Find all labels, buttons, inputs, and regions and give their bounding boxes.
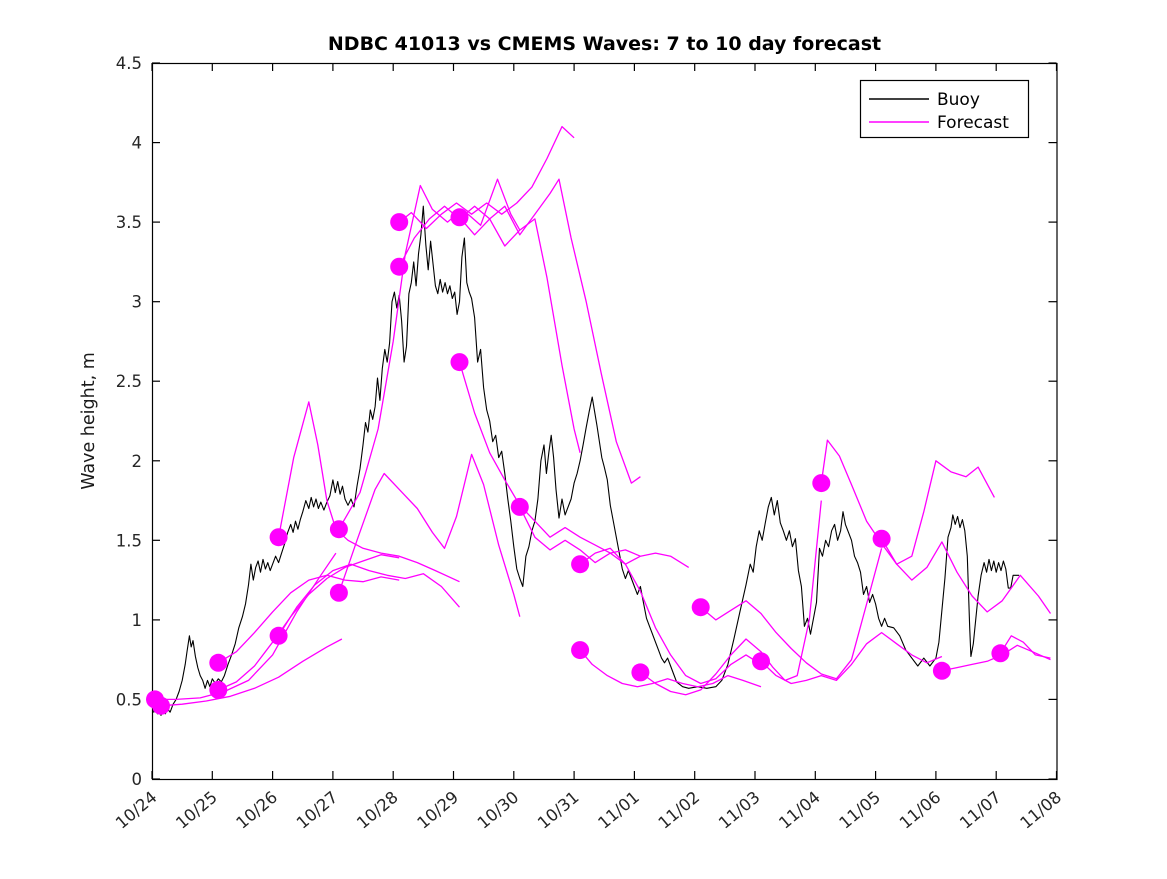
forecast-start-marker bbox=[450, 208, 469, 227]
forecast-segment bbox=[579, 547, 762, 685]
x-tick-label: 11/05 bbox=[836, 788, 885, 833]
forecast-start-marker bbox=[269, 528, 288, 547]
forecast-segment bbox=[398, 125, 575, 230]
forecast-start-marker bbox=[510, 497, 529, 516]
legend-box bbox=[859, 79, 1030, 139]
forecast-segment bbox=[277, 401, 460, 583]
forecast-segment bbox=[338, 453, 521, 617]
forecast-segment bbox=[579, 649, 762, 688]
forecast-start-marker bbox=[812, 474, 831, 493]
forecast-segment bbox=[640, 500, 822, 696]
x-tick-label: 11/01 bbox=[594, 788, 643, 833]
forecast-segment bbox=[398, 205, 581, 453]
x-tick-label: 11/08 bbox=[1016, 788, 1065, 833]
x-tick-label: 11/02 bbox=[655, 788, 704, 833]
x-tick-label: 10/28 bbox=[353, 788, 402, 833]
forecast-start-marker bbox=[752, 652, 770, 671]
forecast-segment bbox=[519, 506, 690, 568]
forecast-start-marker bbox=[571, 641, 590, 660]
forecast-segment bbox=[338, 178, 521, 530]
x-tick-label: 11/07 bbox=[956, 788, 1005, 833]
x-tick-label: 10/30 bbox=[474, 788, 523, 833]
legend-label-buoy: Buoy bbox=[937, 90, 980, 110]
forecast-start-marker bbox=[209, 680, 228, 699]
forecast-segment bbox=[881, 538, 1052, 614]
forecast-segment bbox=[217, 574, 400, 664]
forecast-segment bbox=[459, 178, 641, 484]
x-tick-label: 10/29 bbox=[413, 788, 462, 833]
forecast-start-marker bbox=[691, 598, 710, 617]
legend: Buoy Forecast bbox=[859, 79, 1030, 139]
forecast-start-marker bbox=[329, 583, 348, 602]
y-tick-label: 4 bbox=[132, 134, 143, 153]
y-tick-label: 2 bbox=[132, 452, 143, 471]
forecast-start-marker bbox=[631, 663, 650, 682]
forecast-start-marker bbox=[152, 696, 170, 715]
x-tick-label: 10/26 bbox=[233, 788, 282, 833]
forecast-start-marker bbox=[209, 653, 228, 672]
y-tick-label: 0.5 bbox=[116, 690, 142, 709]
forecast-segment bbox=[760, 631, 943, 685]
x-tick-label: 10/31 bbox=[534, 788, 583, 833]
forecast-start-marker bbox=[329, 520, 348, 539]
x-tick-label: 10/24 bbox=[112, 788, 161, 833]
forecast-start-marker bbox=[571, 555, 590, 574]
forecast-start-marker bbox=[872, 529, 891, 548]
legend-label-forecast: Forecast bbox=[937, 113, 1009, 133]
forecast-start-marker bbox=[390, 213, 409, 232]
forecast-segment bbox=[278, 563, 460, 637]
y-tick-label: 1.5 bbox=[116, 531, 142, 550]
y-tick-label: 3.5 bbox=[116, 213, 142, 232]
y-tick-label: 1 bbox=[132, 611, 143, 630]
axes-box bbox=[151, 62, 1058, 781]
forecast-segment bbox=[700, 548, 883, 680]
forecast-segment bbox=[160, 638, 343, 707]
y-tick-label: 0 bbox=[132, 770, 143, 789]
x-tick-label: 11/03 bbox=[715, 788, 764, 833]
x-tick-label: 10/27 bbox=[293, 788, 342, 833]
forecast-start-marker bbox=[390, 257, 409, 276]
y-tick-label: 4.5 bbox=[116, 54, 142, 73]
forecast-start-marker bbox=[450, 353, 469, 372]
x-tick-label: 10/25 bbox=[172, 788, 221, 833]
x-tick-label: 11/06 bbox=[896, 788, 945, 833]
forecast-segment bbox=[820, 439, 995, 565]
y-axis-label: Wave height, m bbox=[79, 352, 99, 490]
forecast-start-marker bbox=[932, 661, 951, 680]
y-tick-label: 2.5 bbox=[116, 372, 142, 391]
forecast-start-markers bbox=[146, 208, 1010, 715]
y-tick-label: 3 bbox=[132, 293, 143, 312]
forecast-segment bbox=[999, 635, 1051, 659]
forecast-start-marker bbox=[269, 626, 288, 645]
forecast-start-marker bbox=[991, 644, 1010, 663]
chart-title: NDBC 41013 vs CMEMS Waves: 7 to 10 day f… bbox=[327, 33, 882, 55]
x-tick-label: 11/04 bbox=[775, 788, 824, 833]
forecast-segment bbox=[218, 554, 400, 691]
